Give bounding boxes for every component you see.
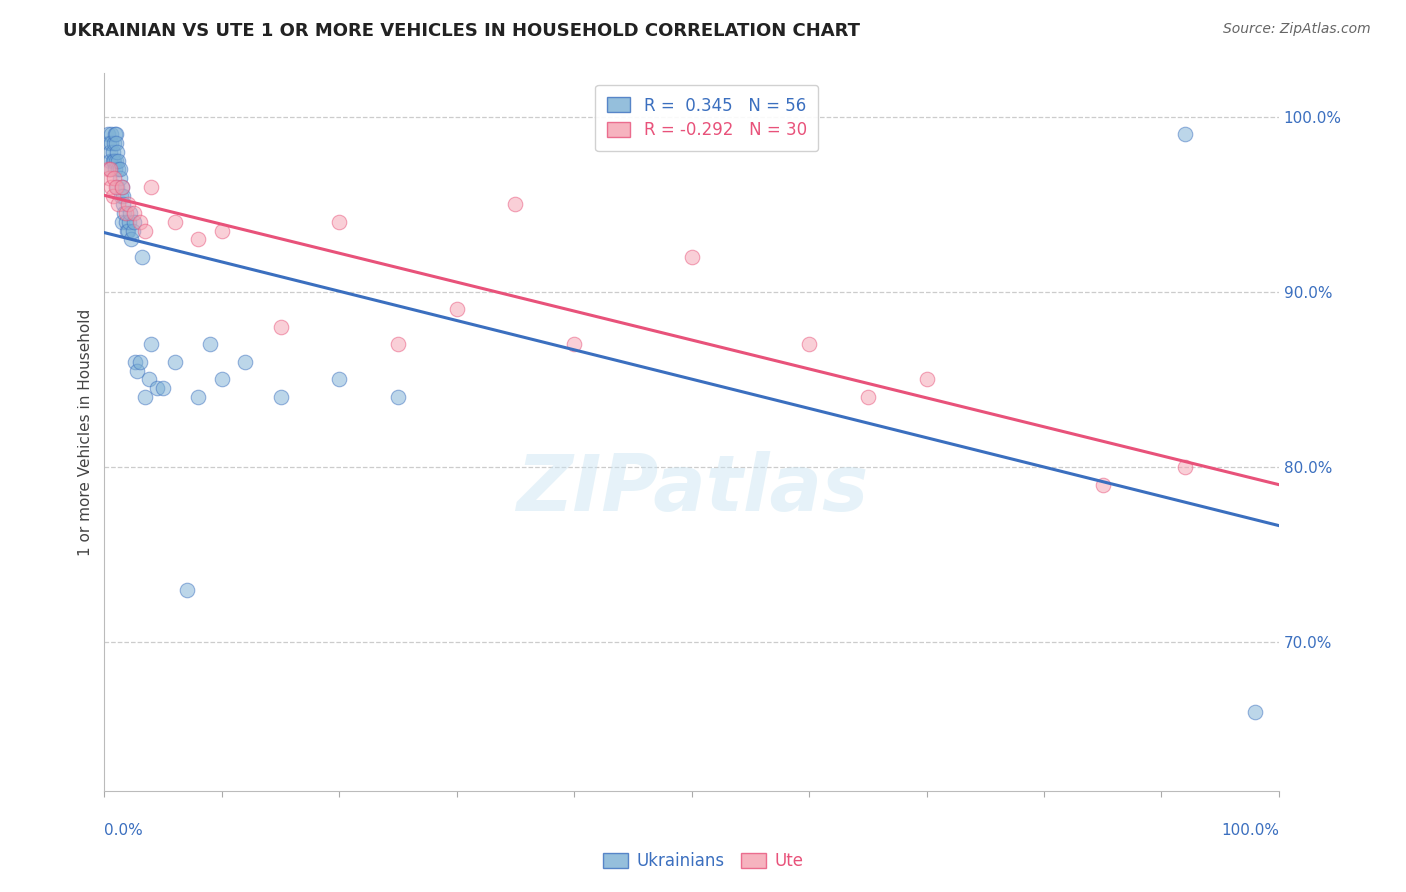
Point	[128, 355, 150, 369]
Point	[681, 250, 703, 264]
Point	[122, 215, 145, 229]
Point	[131, 250, 153, 264]
Point	[127, 364, 149, 378]
Point	[105, 179, 128, 194]
Point	[97, 128, 120, 142]
Point	[111, 179, 134, 194]
Point	[98, 136, 121, 150]
Point	[328, 215, 350, 229]
Point	[1174, 128, 1197, 142]
Point	[98, 153, 121, 168]
Point	[134, 390, 156, 404]
Point	[101, 145, 124, 159]
Point	[128, 215, 150, 229]
Point	[915, 372, 938, 386]
Point	[100, 136, 122, 150]
Point	[107, 153, 129, 168]
Point	[105, 136, 128, 150]
Point	[134, 224, 156, 238]
Point	[118, 215, 141, 229]
Point	[98, 162, 121, 177]
Point	[114, 215, 136, 229]
Y-axis label: 1 or more Vehicles in Household: 1 or more Vehicles in Household	[79, 309, 93, 556]
Point	[101, 153, 124, 168]
Point	[211, 372, 233, 386]
Point	[107, 162, 129, 177]
Point	[387, 390, 409, 404]
Point	[198, 337, 221, 351]
Point	[108, 162, 131, 177]
Point	[141, 337, 163, 351]
Point	[105, 128, 128, 142]
Point	[103, 136, 125, 150]
Text: Source: ZipAtlas.com: Source: ZipAtlas.com	[1223, 22, 1371, 37]
Point	[328, 372, 350, 386]
Point	[101, 188, 124, 202]
Text: UKRAINIAN VS UTE 1 OR MORE VEHICLES IN HOUSEHOLD CORRELATION CHART: UKRAINIAN VS UTE 1 OR MORE VEHICLES IN H…	[63, 22, 860, 40]
Point	[187, 232, 209, 246]
Point	[104, 162, 127, 177]
Point	[98, 171, 121, 186]
Text: 100.0%: 100.0%	[1220, 823, 1279, 838]
Point	[1091, 477, 1114, 491]
Point	[108, 171, 131, 186]
Point	[100, 128, 122, 142]
Text: ZIPatlas: ZIPatlas	[516, 451, 868, 527]
Legend: R =  0.345   N = 56, R = -0.292   N = 30: R = 0.345 N = 56, R = -0.292 N = 30	[595, 85, 818, 151]
Point	[112, 206, 135, 220]
Point	[117, 197, 139, 211]
Point	[98, 145, 121, 159]
Point	[270, 390, 292, 404]
Point	[107, 197, 129, 211]
Point	[163, 355, 186, 369]
Point	[446, 302, 468, 317]
Point	[797, 337, 820, 351]
Point	[105, 145, 128, 159]
Point	[138, 372, 160, 386]
Point	[120, 232, 142, 246]
Point	[1244, 705, 1267, 719]
Point	[112, 188, 135, 202]
Point	[505, 197, 527, 211]
Point	[120, 206, 142, 220]
Point	[163, 215, 186, 229]
Point	[233, 355, 256, 369]
Point	[111, 179, 134, 194]
Point	[856, 390, 879, 404]
Point	[562, 337, 585, 351]
Point	[103, 153, 125, 168]
Point	[117, 224, 139, 238]
Point	[176, 582, 198, 597]
Point	[110, 188, 132, 202]
Point	[121, 224, 143, 238]
Point	[105, 179, 128, 194]
Point	[103, 171, 125, 186]
Point	[141, 179, 163, 194]
Point	[124, 355, 146, 369]
Point	[115, 224, 138, 238]
Point	[146, 381, 169, 395]
Point	[97, 162, 120, 177]
Point	[152, 381, 174, 395]
Point	[104, 128, 127, 142]
Point	[387, 337, 409, 351]
Point	[112, 197, 135, 211]
Point	[1174, 460, 1197, 475]
Point	[111, 215, 134, 229]
Point	[100, 179, 122, 194]
Point	[114, 206, 136, 220]
Point	[122, 206, 145, 220]
Point	[270, 319, 292, 334]
Legend: Ukrainians, Ute: Ukrainians, Ute	[596, 846, 810, 877]
Text: 0.0%: 0.0%	[104, 823, 143, 838]
Point	[98, 162, 121, 177]
Point	[211, 224, 233, 238]
Point	[105, 153, 128, 168]
Point	[187, 390, 209, 404]
